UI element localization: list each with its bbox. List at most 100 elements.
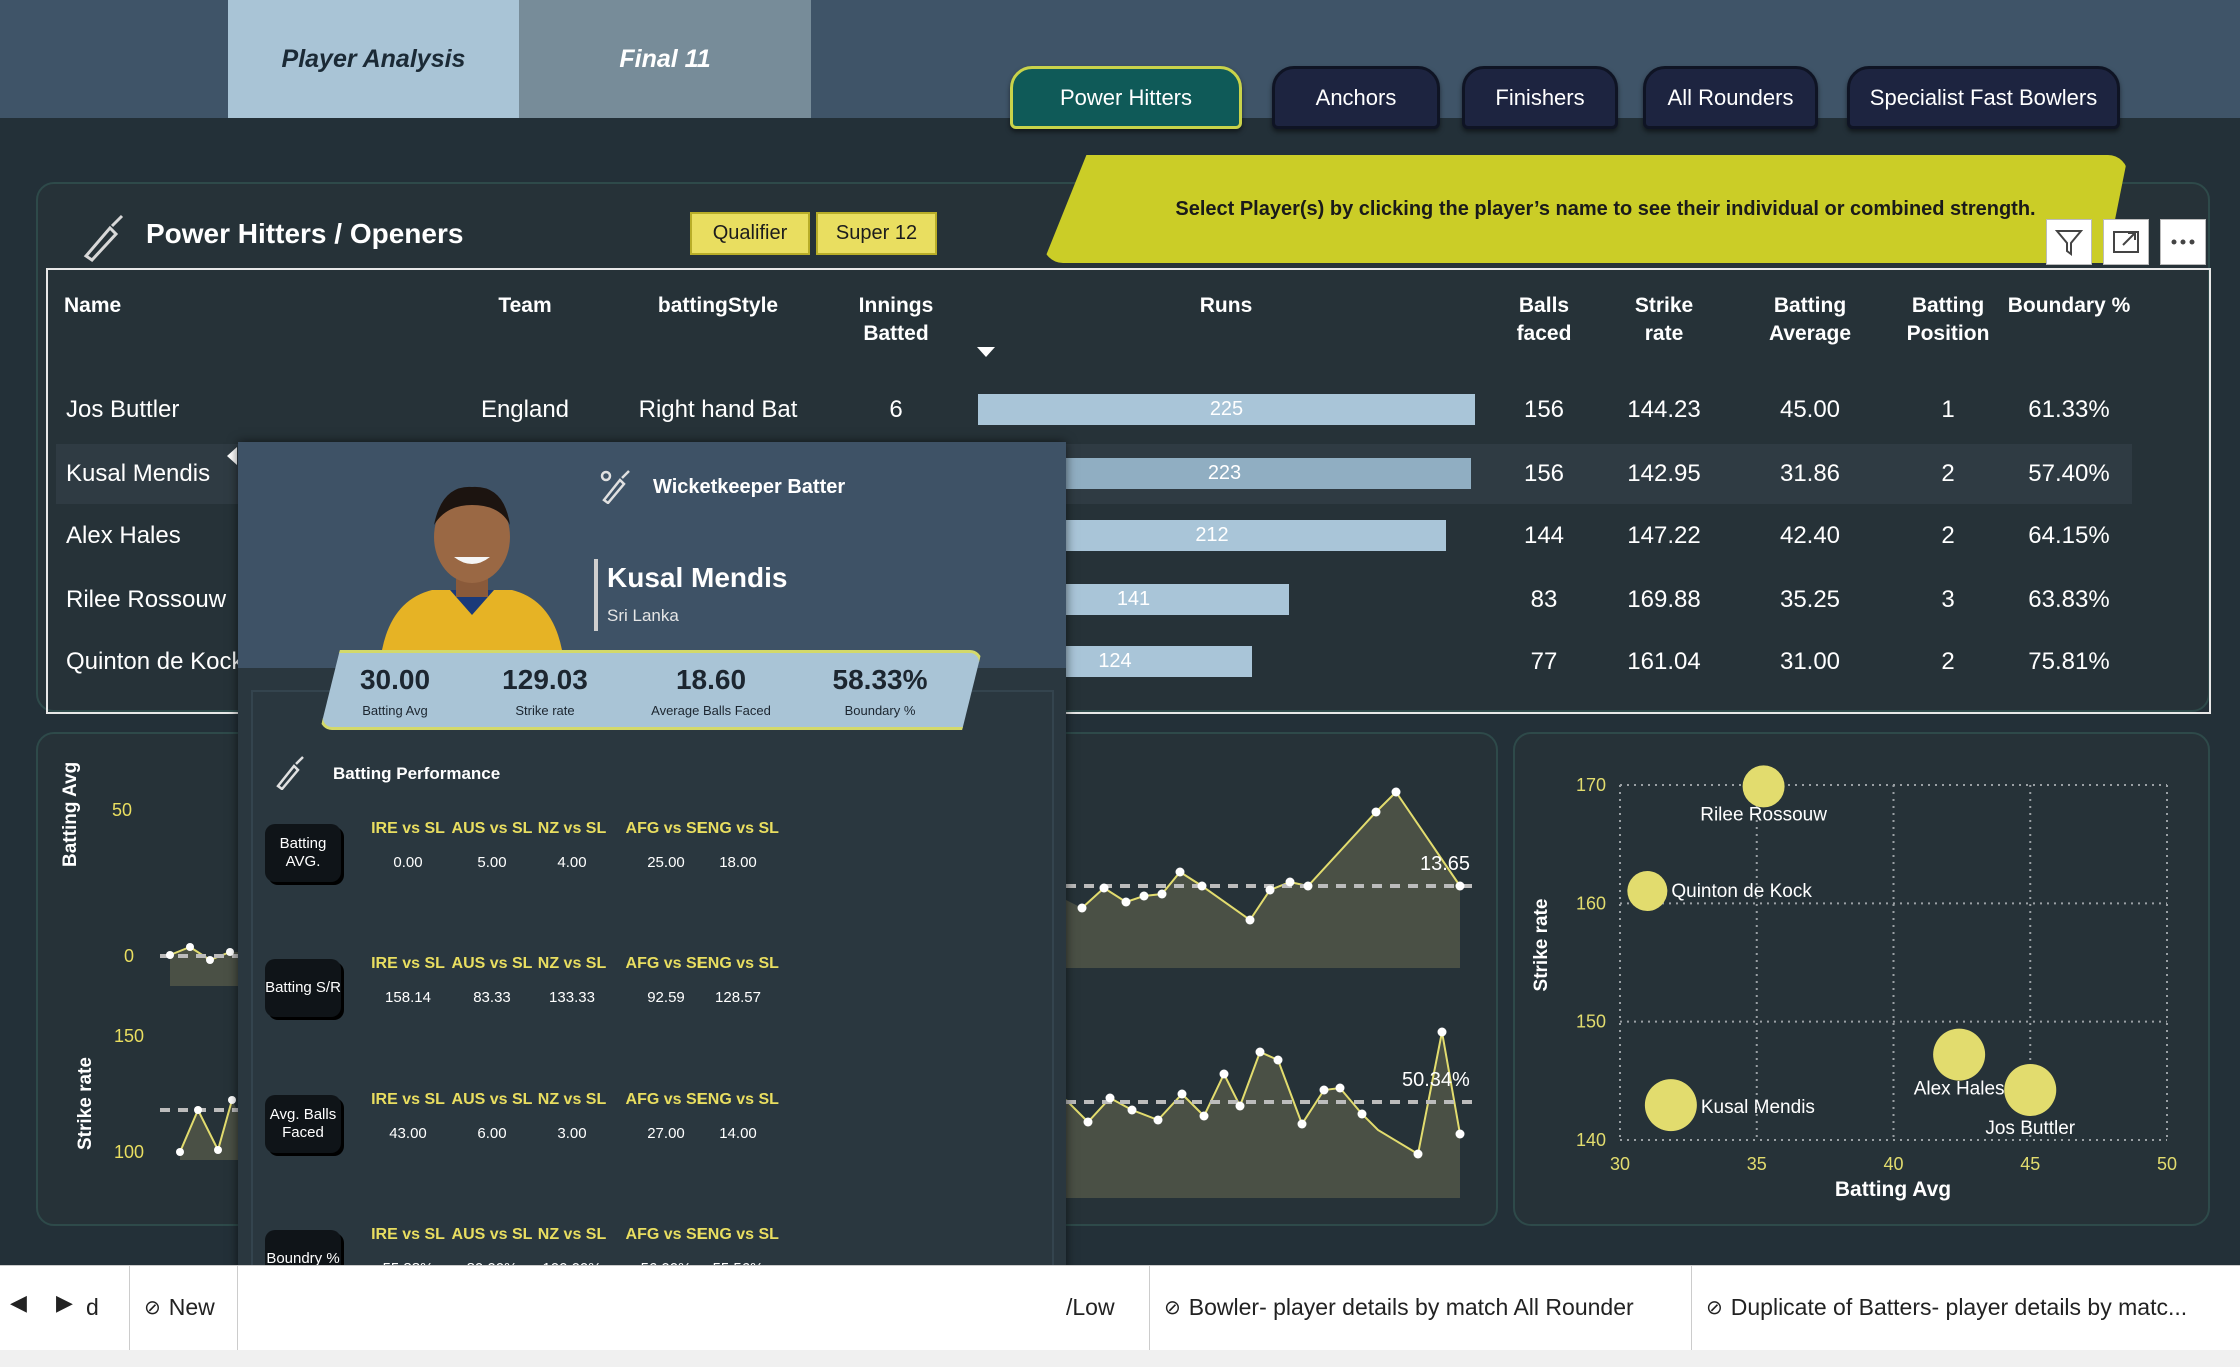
tooltip-header xyxy=(238,442,1066,668)
stat-label: Boundary % xyxy=(844,703,916,718)
header-runs[interactable]: Runs xyxy=(1199,294,1253,317)
header-batting-position[interactable]: Batting Position xyxy=(1906,294,1990,345)
match-header: AFG vs SL xyxy=(625,1226,707,1243)
match-value: 83.33 xyxy=(473,989,511,1006)
match-value: 158.14 xyxy=(385,989,431,1006)
match-header: ENG vs SL xyxy=(697,820,779,837)
scatter-chart-panel xyxy=(1513,732,2210,1226)
category-anchors-button[interactable]: Anchors xyxy=(1272,66,1440,129)
player-name-cell[interactable]: Alex Hales xyxy=(66,522,181,549)
scatter-xlabel: Batting Avg xyxy=(1834,1178,1952,1201)
x-tick-label: 40 xyxy=(1883,1154,1903,1174)
runs-value-label: 223 xyxy=(1207,462,1242,484)
match-header: AFG vs SL xyxy=(625,955,707,972)
player-name-cell[interactable]: Quinton de Kock xyxy=(66,648,244,675)
cell-avg: 45.00 xyxy=(1779,396,1841,423)
match-header: IRE vs SL xyxy=(371,955,445,972)
header-boundary-pct[interactable]: Boundary % xyxy=(2007,294,2131,317)
category-all-rounders-button[interactable]: All Rounders xyxy=(1643,66,1818,129)
scatter-point xyxy=(1627,871,1668,912)
cell-balls: 83 xyxy=(1530,586,1558,613)
middle-bottom-avg-label: 50.34% xyxy=(1402,1069,1470,1091)
wicketkeeper-bat-icon xyxy=(600,470,630,504)
batting-performance-icon xyxy=(276,756,304,790)
page-tab-5[interactable]: ⊘ Duplicate of Batters- player details by… xyxy=(1692,1265,2240,1350)
cell-balls: 156 xyxy=(1523,460,1565,487)
category-power-hitters-button[interactable]: Power Hitters xyxy=(1010,66,1242,129)
cell-boundary: 75.81% xyxy=(2028,648,2110,675)
category-fast-bowlers-button[interactable]: Specialist Fast Bowlers xyxy=(1847,66,2120,129)
sort-desc-icon xyxy=(977,347,995,357)
match-header: NZ vs SL xyxy=(537,955,607,972)
more-options-icon[interactable] xyxy=(2160,219,2206,265)
prev-page-icon[interactable]: ◀ xyxy=(10,1290,27,1315)
runs-value-label: 212 xyxy=(1195,524,1229,546)
instruction-text: Select Player(s) by clicking the player’… xyxy=(1175,197,2036,220)
cell-avg: 31.00 xyxy=(1779,648,1841,675)
tab-player-analysis[interactable]: Player Analysis xyxy=(228,0,519,118)
match-value: 128.57 xyxy=(715,989,761,1006)
player-name-cell[interactable]: Jos Buttler xyxy=(66,396,180,423)
header-innings[interactable]: Innings Batted xyxy=(858,294,934,345)
cell-sr: 169.88 xyxy=(1627,586,1701,613)
cell-pos: 2 xyxy=(1941,522,1955,549)
header-batting-average[interactable]: Batting Average xyxy=(1768,294,1852,345)
scatter-point xyxy=(1644,1079,1697,1132)
match-header: NZ vs SL xyxy=(537,820,607,837)
match-header: AUS vs SL xyxy=(451,955,533,972)
header-balls-faced[interactable]: Balls faced xyxy=(1516,294,1572,345)
tab-final-11[interactable]: Final 11 xyxy=(519,0,811,118)
match-value: 27.00 xyxy=(647,1125,685,1142)
cell-sr: 142.95 xyxy=(1627,460,1701,487)
page-tab-1[interactable]: d xyxy=(72,1265,130,1350)
runs-bar[interactable] xyxy=(978,394,1475,425)
runs-value-label: 124 xyxy=(1098,650,1132,672)
scatter-point-label: Quinton de Kock xyxy=(1671,881,1812,902)
x-tick-label: 45 xyxy=(2020,1154,2040,1174)
page-tab-3[interactable]: /Low xyxy=(1066,1265,1150,1350)
summary-stats-strip xyxy=(320,650,982,730)
category-finishers-button[interactable]: Finishers xyxy=(1462,66,1618,129)
match-value: 0.00 xyxy=(393,854,423,871)
header-batting-style[interactable]: battingStyle xyxy=(657,294,779,317)
header-name[interactable]: Name xyxy=(64,294,122,317)
cell-balls: 144 xyxy=(1523,522,1565,549)
runs-value-label: 141 xyxy=(1116,588,1151,610)
player-country: Sri Lanka xyxy=(607,606,679,625)
scatter-point xyxy=(1742,765,1785,808)
stat-value: 30.00 xyxy=(359,664,431,695)
cell-avg: 31.86 xyxy=(1779,460,1841,487)
page-tab-4[interactable]: ⊘ Bowler- player details by match All Rou… xyxy=(1150,1265,1692,1350)
player-name-cell[interactable]: Kusal Mendis xyxy=(66,460,211,487)
match-header: ENG vs SL xyxy=(697,1226,779,1243)
player-photo xyxy=(382,486,562,650)
next-page-icon[interactable]: ▶ xyxy=(56,1290,73,1315)
filter-qualifier-button[interactable]: Qualifier xyxy=(690,212,810,255)
stat-value: 129.03 xyxy=(502,664,588,695)
header-team[interactable]: Team xyxy=(498,294,552,317)
page-tab-3-label: /Low xyxy=(1066,1294,1115,1320)
match-header: AFG vs SL xyxy=(625,820,707,837)
metric-label-badge: Batting AVG. xyxy=(265,824,341,882)
scatter-point-label: Jos Buttler xyxy=(1985,1118,2075,1139)
cell-pos: 2 xyxy=(1941,648,1955,675)
header-strike-rate[interactable]: Strike rate xyxy=(1634,294,1694,345)
filter-super12-button[interactable]: Super 12 xyxy=(816,212,937,255)
left-bottom-tick-100: 100 xyxy=(114,1142,145,1162)
page-tab-5-label: Duplicate of Batters- player details by … xyxy=(1730,1294,2188,1320)
tooltip-body xyxy=(251,690,1054,1355)
scatter-point xyxy=(1933,1028,1986,1081)
x-tick-label: 50 xyxy=(2157,1154,2177,1174)
metric-label-badge: Batting S/R xyxy=(265,959,341,1017)
scatter-point xyxy=(2004,1063,2057,1116)
cell-boundary: 57.40% xyxy=(2028,460,2110,487)
page-tab-2[interactable]: ⊘ New xyxy=(130,1265,238,1350)
focus-mode-icon[interactable] xyxy=(2103,219,2149,265)
player-name-cell[interactable]: Rilee Rossouw xyxy=(66,586,227,613)
cricket-bat-icon xyxy=(83,214,124,262)
match-value: 4.00 xyxy=(557,854,587,871)
match-value: 3.00 xyxy=(557,1125,587,1142)
left-top-tick-50: 50 xyxy=(112,800,133,820)
filter-icon[interactable] xyxy=(2046,219,2092,265)
left-bottom-ylabel: Strike rate xyxy=(75,1057,96,1150)
